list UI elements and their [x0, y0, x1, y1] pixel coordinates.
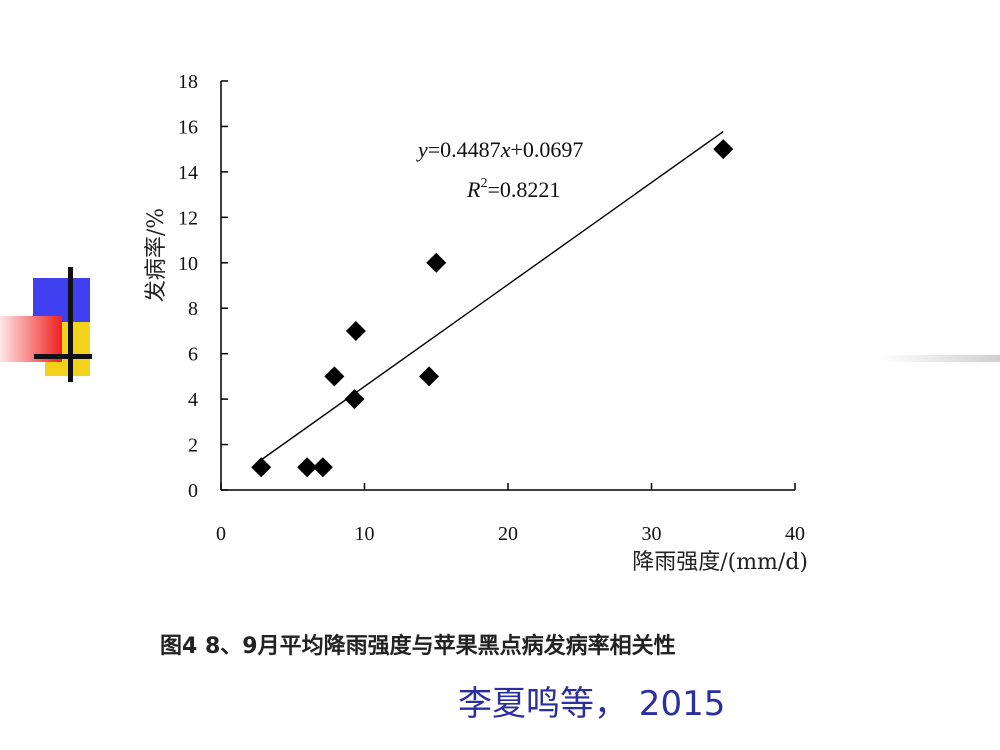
r2-r: R [466, 177, 481, 202]
trendline [260, 131, 724, 461]
regression-equation: y=0.4487x+0.0697 [416, 137, 583, 162]
data-point-diamond [426, 252, 447, 273]
y-tick-label: 6 [188, 344, 198, 366]
data-point-diamond [344, 389, 365, 410]
y-axis-label: 发病率/% [144, 208, 169, 302]
eq-y-var: y [416, 137, 428, 162]
data-point-diamond [297, 457, 318, 478]
eq-x-var: x [500, 137, 511, 162]
y-tick-label: 18 [178, 71, 198, 93]
x-tick-label: 0 [216, 523, 226, 545]
data-points [251, 139, 734, 478]
deco-vertical-bar [68, 267, 73, 382]
y-tick-label: 0 [188, 480, 198, 502]
x-tick-label: 20 [498, 523, 518, 545]
data-point-diamond [419, 366, 440, 387]
y-tick-label: 10 [178, 253, 198, 275]
x-tick-label: 10 [355, 523, 375, 545]
eq-coefficient: =0.4487 [428, 137, 501, 162]
data-point-diamond [713, 139, 734, 160]
figure-caption: 图4 8、9月平均降雨强度与苹果黑点病发病率相关性 [160, 634, 676, 659]
y-tick-label: 2 [188, 435, 198, 457]
deco-horizontal-bar [34, 354, 92, 359]
data-point-diamond [324, 366, 345, 387]
r2-value: =0.8221 [487, 177, 560, 202]
deco-gray-line [878, 355, 1000, 362]
r-squared: R2=0.8221 [466, 176, 560, 202]
data-point-diamond [251, 457, 272, 478]
x-tick-label: 40 [785, 523, 805, 545]
y-tick-label: 14 [178, 162, 198, 184]
chart-ticks: 0 10 20 30 40 0 2 4 6 8 10 12 14 16 18 [178, 71, 805, 545]
trendline-group [260, 131, 724, 461]
y-tick-label: 8 [188, 298, 198, 320]
x-axis-label: 降雨强度/(mm/d) [632, 550, 808, 575]
data-point-diamond [345, 320, 366, 341]
x-tick-label: 30 [642, 523, 662, 545]
y-tick-label: 16 [178, 116, 198, 138]
data-point-diamond [312, 457, 333, 478]
source-citation: 李夏鸣等， 2015 [458, 684, 726, 724]
y-tick-label: 12 [178, 207, 198, 229]
eq-intercept: +0.0697 [510, 137, 583, 162]
y-tick-label: 4 [188, 389, 198, 411]
r2-sup: 2 [480, 176, 487, 191]
